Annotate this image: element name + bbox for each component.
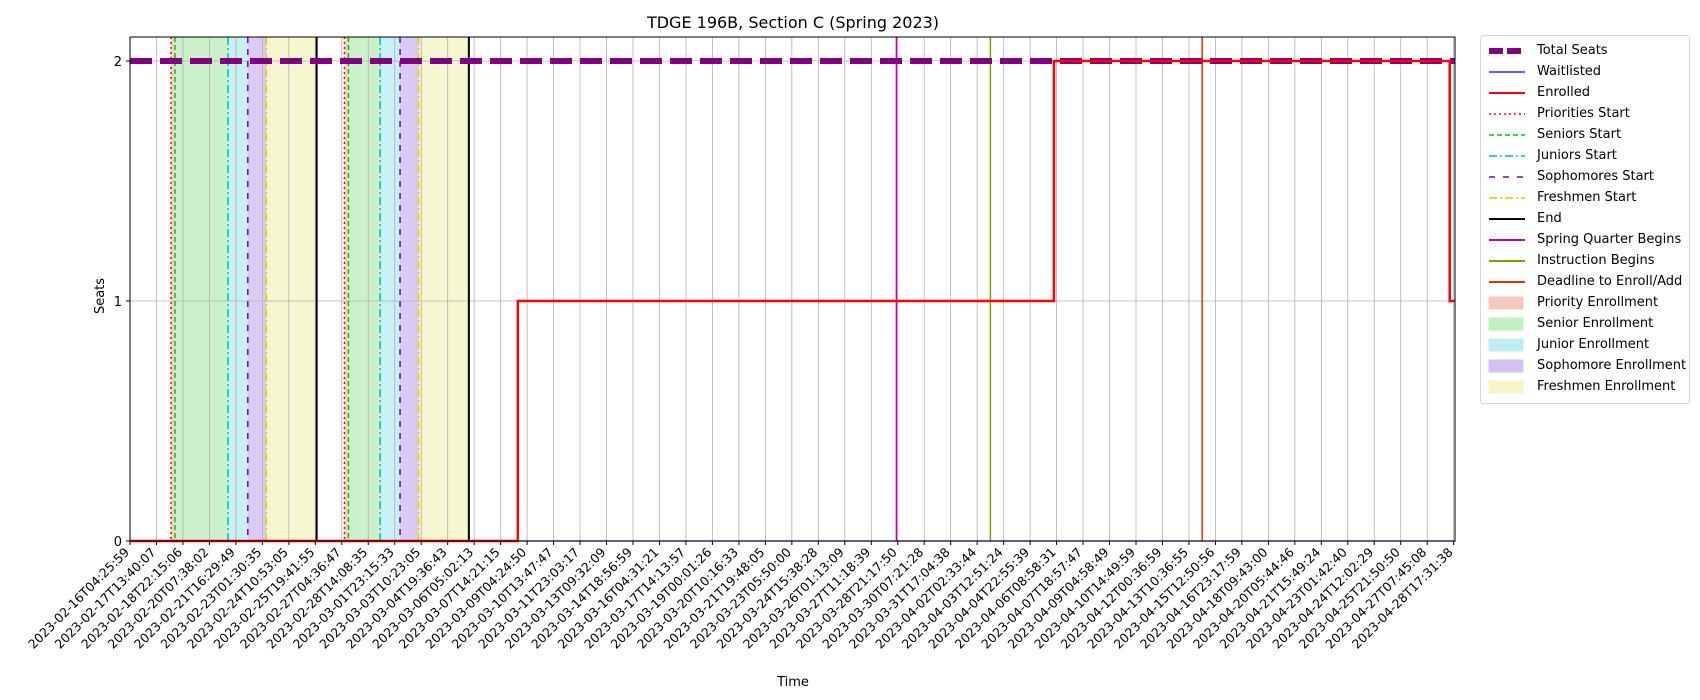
legend-swatch [1489, 70, 1525, 73]
legend-item: End [1487, 208, 1683, 229]
legend-label: Instruction Begins [1537, 253, 1655, 268]
span-junior-enrollment [380, 37, 401, 541]
legend-swatch [1489, 175, 1525, 178]
legend-swatch [1489, 259, 1525, 262]
legend-label: Senior Enrollment [1537, 316, 1654, 331]
span-priority-enrollment [344, 37, 349, 541]
x-axis-label: Time [776, 675, 809, 690]
span-senior-enrollment [348, 37, 381, 541]
plot-frame [129, 36, 1456, 542]
legend-label: Deadline to Enroll/Add [1537, 274, 1683, 289]
legend-label: Sophomore Enrollment [1537, 358, 1687, 373]
legend-item: Sophomore Enrollment [1487, 355, 1687, 376]
legend-item: Junior Enrollment [1487, 334, 1683, 355]
legend-label: Freshmen Enrollment [1537, 379, 1676, 394]
legend-swatch [1488, 296, 1524, 309]
legend-item: Freshmen Enrollment [1487, 376, 1683, 397]
grid-layer [129, 37, 1455, 542]
series-enrolled [130, 59, 1455, 543]
legend-swatch [1488, 338, 1524, 351]
legend-label: Priorities Start [1537, 106, 1630, 121]
legend-swatch [1488, 317, 1524, 330]
legend-item: Priority Enrollment [1487, 292, 1683, 313]
span-senior-enrollment [175, 37, 228, 541]
legend-item: Instruction Begins [1487, 250, 1683, 271]
legend-label: Freshmen Start [1537, 190, 1637, 205]
span-layer [171, 37, 469, 541]
legend-item: Senior Enrollment [1487, 313, 1683, 334]
legend-label: End [1537, 211, 1562, 226]
legend-label: Sophomores Start [1537, 169, 1654, 184]
y-tick-label: 1 [114, 295, 122, 310]
chart-title: TDGE 196B, Section C (Spring 2023) [646, 13, 939, 32]
axes-layer: 0122023-02-16T04:25:592023-02-17T13:40:0… [25, 55, 1456, 652]
legend-swatch [1489, 91, 1525, 94]
legend-swatch [1488, 359, 1524, 372]
span-sophomore-enrollment [400, 37, 419, 541]
y-tick-label: 0 [114, 535, 122, 550]
legend-item: Freshmen Start [1487, 187, 1683, 208]
legend-item: Seniors Start [1487, 124, 1683, 145]
legend-item: Enrolled [1487, 82, 1683, 103]
y-tick-label: 2 [114, 55, 122, 70]
legend: Total Seats Waitlisted Enrolled Priorities … [1480, 35, 1690, 404]
legend-item: Juniors Start [1487, 145, 1683, 166]
legend-label: Waitlisted [1537, 64, 1602, 79]
legend-item: Total Seats [1487, 40, 1683, 61]
span-priority-enrollment [171, 37, 176, 541]
y-axis-label: Seats [93, 278, 108, 314]
legend-swatch [1489, 154, 1525, 157]
legend-label: Enrolled [1537, 85, 1590, 100]
legend-item: Priorities Start [1487, 103, 1683, 124]
legend-swatch [1489, 47, 1525, 54]
vertical-line-layer [170, 37, 1203, 541]
span-freshmen-enrollment [266, 37, 317, 541]
legend-swatch [1489, 217, 1525, 220]
legend-swatch [1488, 380, 1524, 393]
span-freshmen-enrollment [418, 37, 469, 541]
legend-swatch [1489, 238, 1525, 241]
legend-swatch [1489, 196, 1525, 199]
legend-label: Total Seats [1537, 43, 1608, 58]
legend-item: Spring Quarter Begins [1487, 229, 1683, 250]
legend-item: Sophomores Start [1487, 166, 1683, 187]
legend-item: Deadline to Enroll/Add [1487, 271, 1683, 292]
legend-label: Spring Quarter Begins [1537, 232, 1682, 247]
legend-label: Seniors Start [1537, 127, 1622, 142]
span-sophomore-enrollment [247, 37, 267, 541]
legend-label: Juniors Start [1537, 148, 1617, 163]
legend-item: Waitlisted [1487, 61, 1683, 82]
legend-label: Priority Enrollment [1537, 295, 1659, 310]
legend-label: Junior Enrollment [1537, 337, 1650, 352]
span-junior-enrollment [227, 37, 248, 541]
legend-swatch [1489, 112, 1525, 115]
legend-swatch [1489, 280, 1525, 283]
legend-swatch [1489, 133, 1525, 136]
